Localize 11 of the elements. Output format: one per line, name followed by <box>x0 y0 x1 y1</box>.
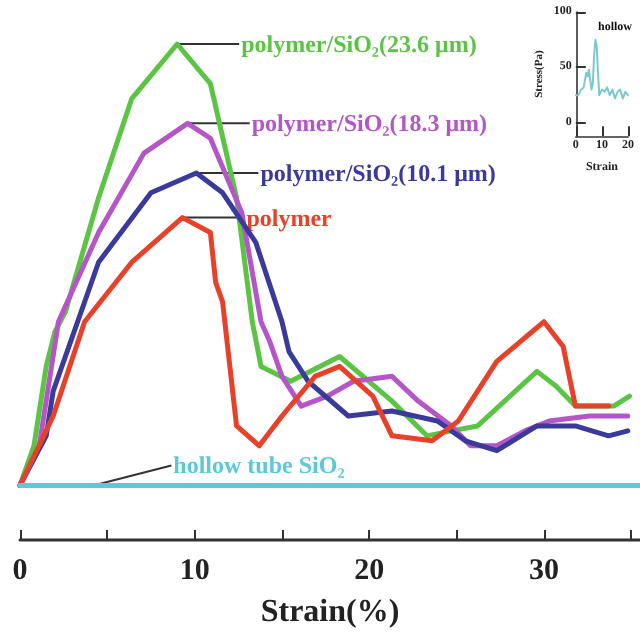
x-axis-title: Strain(%) <box>260 595 400 629</box>
x-tick-label: 0 <box>12 555 28 587</box>
series-label: polymer/SiO₂(18.3 μm) <box>251 109 488 138</box>
x-tick-label: 30 <box>528 555 559 587</box>
series-label: polymer <box>246 203 334 232</box>
series-label: polymer/SiO₂(10.1 μm) <box>260 158 496 187</box>
x-tick-label: 20 <box>354 555 385 587</box>
series-label: hollow tube SiO₂ <box>173 451 346 480</box>
series-label: polymer/SiO₂(23.6 μm) <box>241 30 477 58</box>
line-series <box>574 38 629 100</box>
x-tick-label: 10 <box>179 555 210 587</box>
